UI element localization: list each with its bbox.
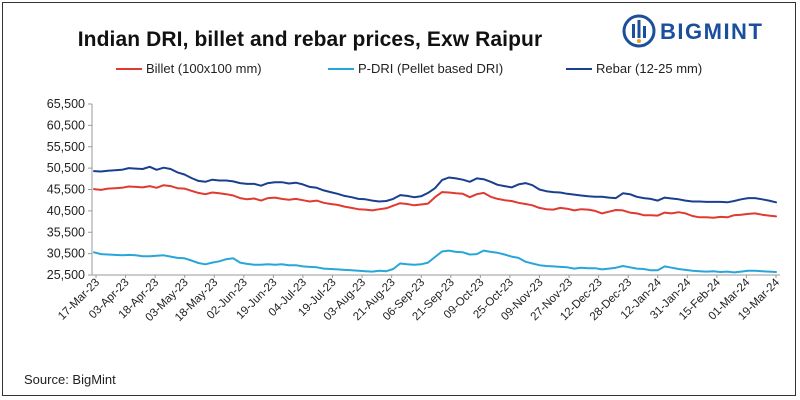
y-tick-label: 60,500 xyxy=(47,118,85,132)
legend-label-rebar: Rebar (12-25 mm) xyxy=(596,61,703,76)
legend: Billet (100x100 mm) P-DRI (Pellet based … xyxy=(0,61,800,79)
y-tick-label: 50,500 xyxy=(47,161,85,175)
chart-title: Indian DRI, billet and rebar prices, Exw… xyxy=(77,28,543,51)
bigmint-logo-text: BIGMINT xyxy=(660,19,764,44)
source-note: Source: BigMint xyxy=(24,372,116,387)
legend-swatch-pdri xyxy=(328,67,354,70)
series-line-pdri xyxy=(93,249,777,274)
legend-swatch-billet xyxy=(116,67,142,70)
legend-label-pdri: P-DRI (Pellet based DRI) xyxy=(358,61,504,76)
y-tick-label: 45,500 xyxy=(47,183,85,197)
legend-item-pdri: P-DRI (Pellet based DRI) xyxy=(328,61,503,76)
y-tick-label: 40,500 xyxy=(47,204,85,218)
legend-label-billet: Billet (100x100 mm) xyxy=(146,61,262,76)
series-line-rebar xyxy=(93,165,777,204)
y-tick-label: 65,500 xyxy=(47,97,85,111)
y-tick-label: 35,500 xyxy=(47,225,85,239)
y-tick-label: 25,500 xyxy=(47,268,85,282)
legend-item-billet: Billet (100x100 mm) xyxy=(116,61,262,76)
bigmint-logo: BIGMINT xyxy=(622,14,792,50)
bigmint-logo-icon xyxy=(622,14,656,48)
y-tick-label: 30,500 xyxy=(47,247,85,261)
y-tick-label: 55,500 xyxy=(47,140,85,154)
series-line-billet xyxy=(93,184,777,219)
legend-swatch-rebar xyxy=(566,67,592,70)
legend-item-rebar: Rebar (12-25 mm) xyxy=(566,61,702,76)
